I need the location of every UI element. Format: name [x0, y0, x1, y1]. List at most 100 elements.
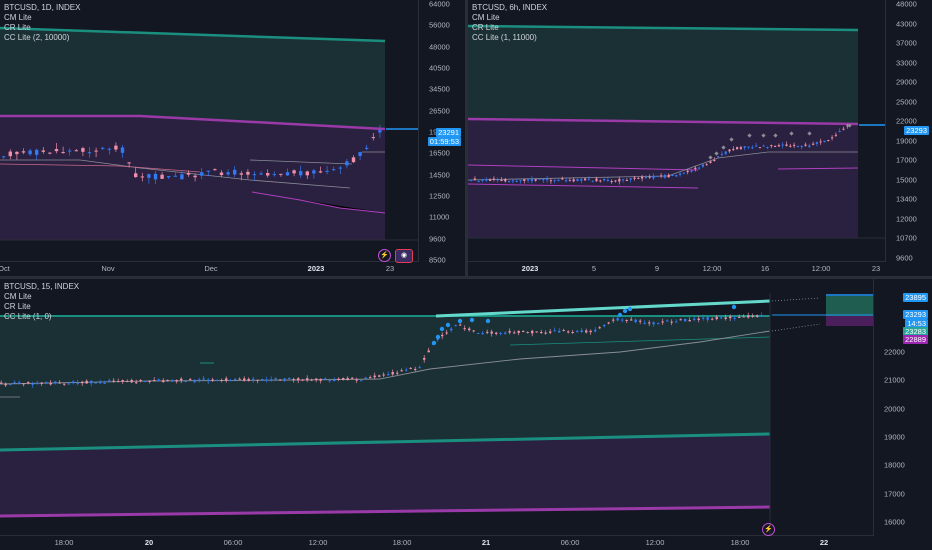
15m-candle	[72, 381, 75, 384]
6h-candle	[504, 179, 507, 182]
6h-candle	[633, 177, 636, 179]
15m-candle	[220, 379, 223, 381]
daily-candle	[173, 175, 177, 177]
lightning-icon[interactable]: ⚡	[378, 249, 391, 262]
15m-lower-channel-line	[0, 505, 771, 518]
15m-projection-upper	[771, 297, 821, 302]
15m-candle	[202, 378, 205, 380]
6h-signal-marker	[708, 155, 713, 160]
6h-candle	[652, 175, 655, 179]
daily-candle	[153, 173, 158, 180]
6h-candle	[576, 179, 579, 182]
6h-candle	[523, 179, 526, 181]
pane_15m-x-tick: 22	[819, 538, 829, 547]
15m-indicator-cc[interactable]: CC Lite (1, 0)	[4, 312, 52, 321]
6h-candle	[489, 179, 492, 181]
6h-candle	[747, 146, 750, 148]
daily-candle	[35, 149, 39, 155]
chart-pane-15m[interactable]: BTCUSD, 15, INDEX CM Lite CR Lite CC Lit…	[0, 279, 932, 550]
daily-time-axis[interactable]: Oct Nov Dec 2023 23	[0, 261, 419, 276]
15m-time-axis[interactable]: 18:00 20 06:00 12:00 18:00 21 06:00 12:00 18:00 2…	[0, 535, 874, 550]
15m-signal-dot	[485, 318, 491, 324]
15m-candle	[697, 318, 700, 321]
15m-price-tag-teal: 23283	[903, 327, 928, 336]
15m-candle	[711, 318, 714, 320]
15m-candle	[121, 380, 124, 382]
chart-pane-6h[interactable]: BTCUSD, 6h, INDEX CM Lite CR Lite CC Lit…	[468, 0, 932, 276]
6h-time-axis[interactable]: 2023 5 9 12:00 16 12:00 23	[468, 261, 886, 276]
15m-candle	[414, 368, 417, 370]
6h-candle	[724, 151, 727, 155]
pane_15m-y-tick: 21000	[884, 375, 905, 385]
daily-candle	[259, 173, 263, 175]
15m-candle	[0, 382, 3, 384]
pane-splitter-vertical[interactable]	[465, 0, 468, 276]
15m-candle	[274, 378, 277, 380]
daily-candle	[193, 175, 197, 178]
15m-candle	[270, 379, 273, 381]
15m-candle	[585, 330, 588, 333]
daily-indicator-cc[interactable]: CC Lite (2, 10000)	[4, 33, 70, 42]
daily-symbol-title[interactable]: BTCUSD, 1D, INDEX	[4, 3, 81, 12]
daily-red-line	[0, 163, 201, 173]
15m-signal-dot	[457, 318, 463, 324]
6h-candle	[473, 178, 476, 180]
15m-candle	[292, 378, 295, 380]
6h-indicator-cc[interactable]: CC Lite (1, 11000)	[472, 33, 537, 42]
pane_daily-y-tick: 16500	[429, 148, 450, 158]
pane-splitter-horizontal[interactable]	[0, 276, 932, 279]
15m-candle	[391, 371, 394, 375]
upper-zone-fill	[0, 316, 770, 450]
15m-symbol-title[interactable]: BTCUSD, 15, INDEX	[4, 282, 80, 291]
15m-candle	[612, 319, 615, 321]
15m-signal-dot	[627, 306, 633, 312]
15m-indicator-cm[interactable]: CM Lite	[4, 292, 32, 301]
15m-candle	[211, 379, 214, 381]
6h-candle	[527, 179, 530, 181]
15m-candle	[180, 378, 183, 381]
15m-candle	[657, 323, 660, 325]
lightning-icon[interactable]: ⚡	[762, 523, 775, 536]
15m-candle	[675, 321, 678, 323]
daily-candle	[21, 151, 26, 153]
daily-indicator-cr[interactable]: CR Lite	[4, 23, 31, 32]
pane_daily-y-tick: 40500	[429, 63, 450, 73]
lower-zone-fill	[0, 434, 770, 516]
15m-candle	[175, 380, 178, 382]
6h-chart-canvas[interactable]	[468, 0, 932, 276]
15m-candle	[540, 331, 543, 333]
15m-candle	[49, 382, 52, 385]
daily-candle	[114, 145, 118, 150]
6h-candle	[530, 178, 533, 182]
15m-indicator-cr[interactable]: CR Lite	[4, 302, 31, 311]
daily-candle	[107, 148, 111, 150]
15m-candle	[499, 333, 502, 335]
pane_daily-y-tick: 12500	[429, 191, 450, 201]
daily-indicator-cm[interactable]: CM Lite	[4, 13, 32, 22]
6h-indicator-cr[interactable]: CR Lite	[472, 23, 499, 32]
daily-candle	[200, 172, 204, 176]
6h-candle	[823, 140, 826, 143]
15m-candle	[162, 380, 165, 382]
daily-chart-canvas[interactable]	[0, 0, 465, 276]
6h-indicator-cm[interactable]: CM Lite	[472, 13, 500, 22]
6h-candle	[842, 128, 845, 130]
15m-candle	[171, 379, 174, 382]
user-avatar-icon[interactable]: ◉	[395, 249, 413, 263]
6h-candle	[709, 161, 712, 163]
pane_6h-y-tick: 37000	[896, 38, 917, 48]
15m-price-tag-purple: 22889	[903, 335, 928, 344]
pane_6h-x-tick: 12:00	[702, 264, 722, 273]
15m-candle	[679, 319, 682, 321]
pane_6h-y-tick: 9600	[896, 253, 913, 263]
6h-candle	[831, 137, 834, 139]
daily-candle	[252, 174, 257, 176]
15m-candle	[400, 370, 403, 372]
6h-candle	[785, 144, 788, 146]
15m-chart-canvas[interactable]	[0, 279, 932, 550]
6h-candle	[827, 140, 830, 142]
6h-symbol-title[interactable]: BTCUSD, 6h, INDEX	[472, 3, 548, 12]
15m-candle	[112, 380, 115, 382]
6h-moving-average	[468, 151, 858, 181]
chart-pane-daily[interactable]: BTCUSD, 1D, INDEX CM Lite CR Lite CC Lit…	[0, 0, 465, 276]
